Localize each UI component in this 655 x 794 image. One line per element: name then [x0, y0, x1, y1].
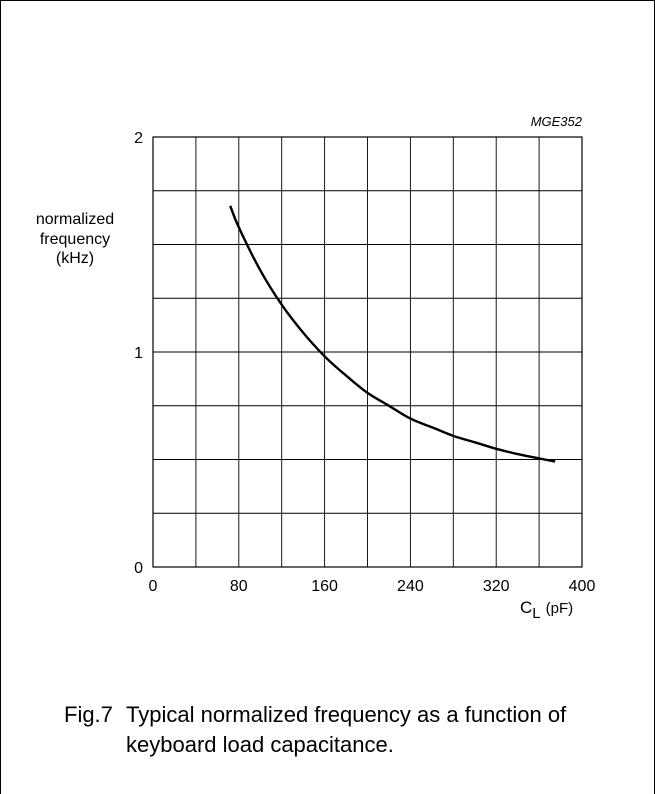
y-axis-label-line1: normalized: [36, 211, 114, 228]
x-axis-label-subscript: L: [532, 605, 540, 622]
figure-number: Fig.7: [64, 702, 113, 727]
x-tick-label: 160: [311, 578, 338, 595]
y-axis-label-line2: frequency: [40, 231, 110, 248]
plot-area: [152, 136, 583, 568]
y-tick-label: 1: [134, 345, 143, 362]
y-tick-label: 2: [134, 130, 143, 147]
x-tick-label: 240: [397, 578, 424, 595]
chart: 0 80 160 240 320 400 0 1 2 MGE352 normalized fr…: [36, 114, 596, 622]
series-line: [229, 205, 556, 463]
grid: [153, 137, 582, 567]
x-tick-labels: 0 80 160 240 320 400: [149, 578, 596, 595]
x-tick-label: 320: [483, 578, 510, 595]
y-tick-label: 0: [134, 560, 143, 577]
y-axis-label-line3: (kHz): [56, 250, 94, 267]
figure-caption: Fig.7 Typical normalized frequency as a f…: [64, 700, 644, 760]
x-tick-label: 0: [149, 578, 158, 595]
x-axis-label-main: C: [520, 598, 532, 617]
x-axis-label: CL (pF): [520, 598, 573, 622]
x-axis-label-unit: (pF): [546, 600, 574, 617]
y-tick-labels: 0 1 2: [134, 130, 143, 577]
x-tick-label: 80: [230, 578, 248, 595]
caption-line2: keyboard load capacitance.: [126, 732, 394, 757]
figure-code: MGE352: [531, 114, 583, 129]
x-tick-label: 400: [569, 578, 596, 595]
caption-line1: Typical normalized frequency as a functi…: [126, 702, 567, 727]
